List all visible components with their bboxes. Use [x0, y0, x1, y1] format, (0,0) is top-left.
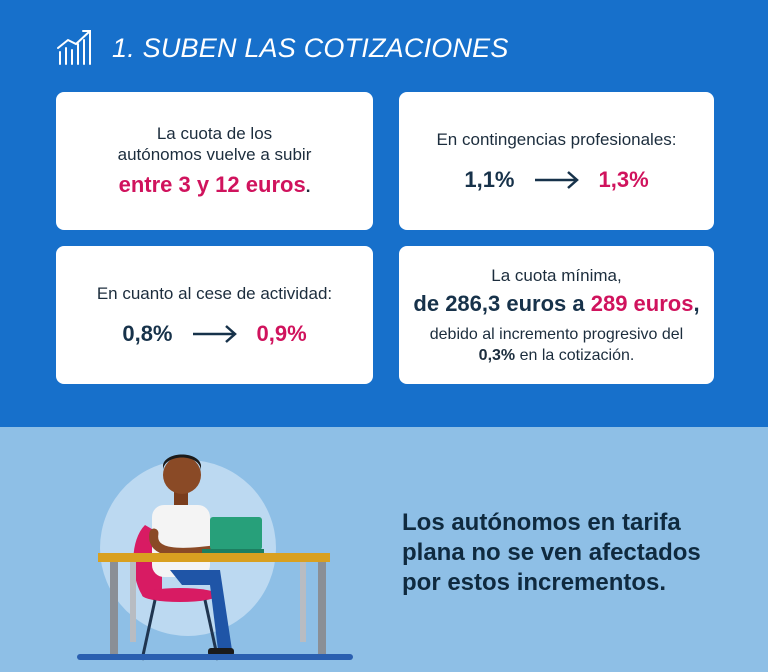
contingencias-from: 1,1% [464, 166, 515, 192]
desk-leg [110, 562, 118, 654]
card-cuota-autonomos: La cuota de los autónomos vuelve a subir… [56, 92, 373, 230]
laptop-base [202, 549, 264, 553]
minima-change: de 286,3 euros a 289 euros, [413, 290, 699, 318]
section-title: 1. SUBEN LAS COTIZACIONES [112, 32, 509, 63]
cuota-range: entre 3 y 12 euros. [119, 171, 311, 199]
desk-leg [130, 562, 136, 642]
cese-change: 0,8% 0,9% [122, 320, 306, 348]
cese-from: 0,8% [122, 320, 173, 346]
hair [163, 454, 201, 471]
minima-to: 289 euros [590, 290, 694, 316]
desk-top [98, 553, 330, 562]
arrow-right-icon [192, 324, 237, 343]
desk-leg [318, 562, 326, 654]
contingencias-to: 1,3% [598, 166, 649, 192]
chair-leg [140, 599, 157, 661]
minima-line4-rest: en la cotización. [515, 346, 635, 364]
cuota-period: . [305, 177, 311, 196]
worker-at-desk-illustration [77, 454, 353, 661]
section-header: 1. SUBEN LAS COTIZACIONES [56, 26, 509, 70]
minima-line3: debido al incremento progresivo del [429, 325, 684, 343]
head [163, 456, 201, 494]
trousers [170, 570, 232, 650]
cuota-line2: autónomos vuelve a subir [117, 145, 312, 164]
cese-to: 0,9% [256, 320, 307, 346]
tarifa-plana-message: Los autónomos en tarifa plana no se ven … [402, 509, 701, 596]
cese-label: En cuanto al cese de actividad: [96, 283, 333, 303]
card-cese-actividad: En cuanto al cese de actividad: 0,8% 0,9… [56, 246, 373, 384]
laptop [210, 517, 262, 550]
shirt [152, 505, 210, 577]
growth-chart-icon [57, 30, 91, 65]
desk-leg [300, 562, 306, 642]
card-cuota-minima: La cuota mínima, de 286,3 euros a 289 eu… [399, 246, 714, 384]
contingencias-label: En contingencias profesionales: [436, 129, 677, 149]
chair-seat [142, 588, 218, 602]
contingencias-change: 1,1% 1,3% [464, 166, 648, 194]
card-contingencias: En contingencias profesionales: 1,1% 1,3… [399, 92, 714, 230]
arrow-right-icon [534, 170, 579, 189]
minima-line1: La cuota mínima, [491, 265, 622, 285]
minima-line4: 0,3% en la cotización. [479, 345, 635, 366]
minima-comma: , [693, 290, 700, 316]
cuota-line1: La cuota de los [156, 124, 273, 143]
minima-from: de 286,3 euros a [413, 290, 591, 316]
cuota-highlight: entre 3 y 12 euros [118, 172, 306, 197]
minima-pct: 0,3% [478, 346, 516, 364]
